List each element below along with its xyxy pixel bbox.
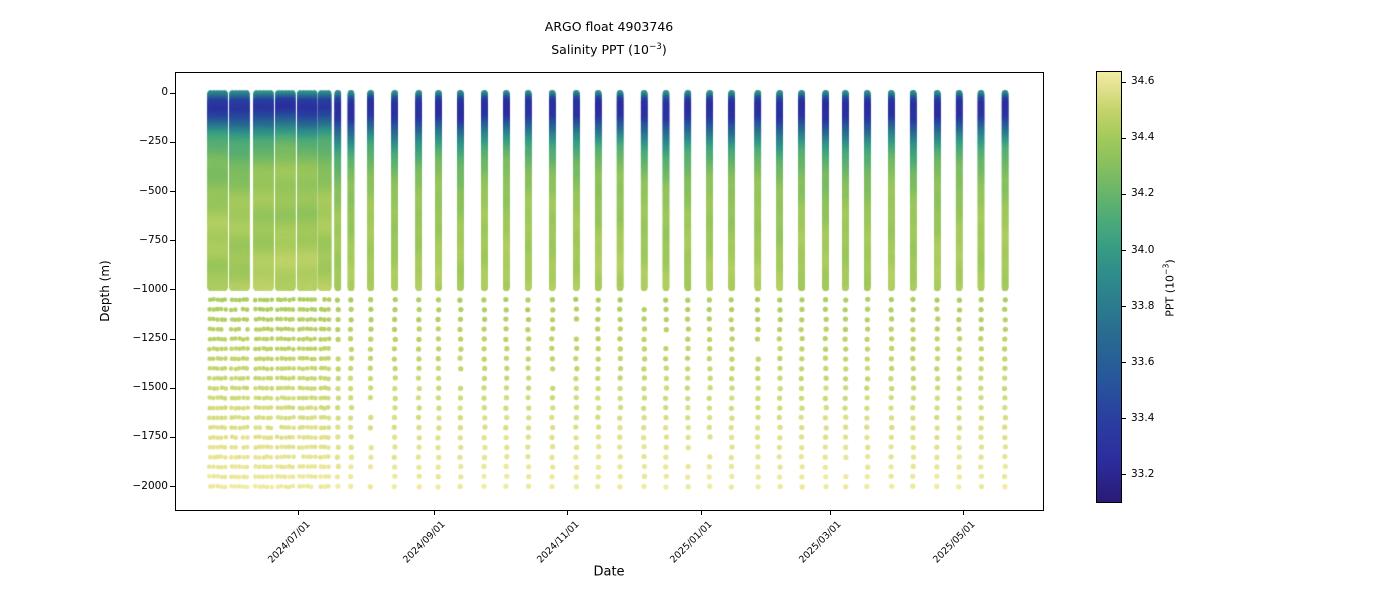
colorbar-label: PPT (10−3) (1162, 259, 1177, 316)
y-tick-label: −1750 (132, 430, 168, 443)
y-tick-label: −1500 (132, 381, 168, 394)
plot-area-border (175, 72, 1044, 511)
colorbar-label-exponent: −3 (1161, 263, 1171, 275)
colorbar-tick-mark (1122, 193, 1126, 195)
x-tick-mark (567, 511, 569, 515)
y-tick-label: −250 (139, 135, 168, 148)
colorbar-tick-label: 33.4 (1131, 411, 1155, 424)
y-tick-label: −1000 (132, 282, 168, 295)
chart-title-line1: ARGO float 4903746 (544, 19, 674, 34)
colorbar-tick-mark (1122, 362, 1126, 364)
x-axis-label: Date (593, 564, 625, 580)
y-tick-mark (170, 289, 175, 291)
colorbar-label-suffix: ) (1163, 259, 1177, 264)
chart-title: ARGO float 4903746 Salinity PPT (10−3) (545, 16, 673, 60)
y-tick-mark (170, 240, 175, 242)
y-tick-label: −2000 (132, 479, 168, 492)
colorbar-tick-mark (1122, 306, 1126, 308)
colorbar-tick-label: 33.6 (1131, 355, 1155, 368)
y-tick-label: −1250 (132, 332, 168, 344)
chart-title-line2: Salinity PPT (10−3) (545, 37, 673, 60)
colorbar-tick-label: 33.2 (1131, 467, 1155, 480)
y-tick-mark (170, 486, 175, 487)
colorbar (1096, 71, 1122, 503)
colorbar-tick-label: 34.6 (1131, 75, 1155, 88)
chart-title-line2-prefix: Salinity PPT (10 (551, 42, 649, 58)
colorbar-tick-mark (1122, 81, 1126, 83)
x-tick-mark (829, 511, 831, 515)
colorbar-gradient (1097, 72, 1121, 502)
y-tick-mark (170, 92, 175, 94)
x-tick-mark (298, 511, 299, 515)
y-tick-mark (170, 338, 175, 340)
x-tick-mark (433, 511, 435, 515)
x-tick-mark (963, 511, 964, 515)
y-tick-mark (170, 141, 175, 143)
colorbar-tick-mark (1122, 474, 1126, 476)
chart-title-line2-suffix: ) (661, 42, 667, 58)
colorbar-tick-label: 34.0 (1131, 243, 1155, 256)
y-tick-label: −500 (139, 184, 168, 197)
colorbar-label-prefix: PPT (10 (1163, 274, 1177, 317)
colorbar-tick-mark (1122, 250, 1126, 252)
colorbar-tick-label: 34.2 (1131, 187, 1155, 200)
chart-title-line2-exponent: −3 (648, 42, 662, 52)
y-tick-mark (170, 387, 175, 389)
x-tick-mark (700, 511, 702, 515)
y-tick-label: −750 (139, 233, 168, 246)
colorbar-tick-mark (1122, 418, 1126, 420)
colorbar-tick-label: 33.8 (1131, 299, 1155, 312)
colorbar-tick-mark (1122, 137, 1126, 139)
y-tick-mark (170, 436, 175, 438)
y-tick-mark (170, 191, 175, 193)
y-tick-label: 0 (161, 86, 168, 99)
colorbar-tick-label: 34.4 (1131, 131, 1155, 144)
